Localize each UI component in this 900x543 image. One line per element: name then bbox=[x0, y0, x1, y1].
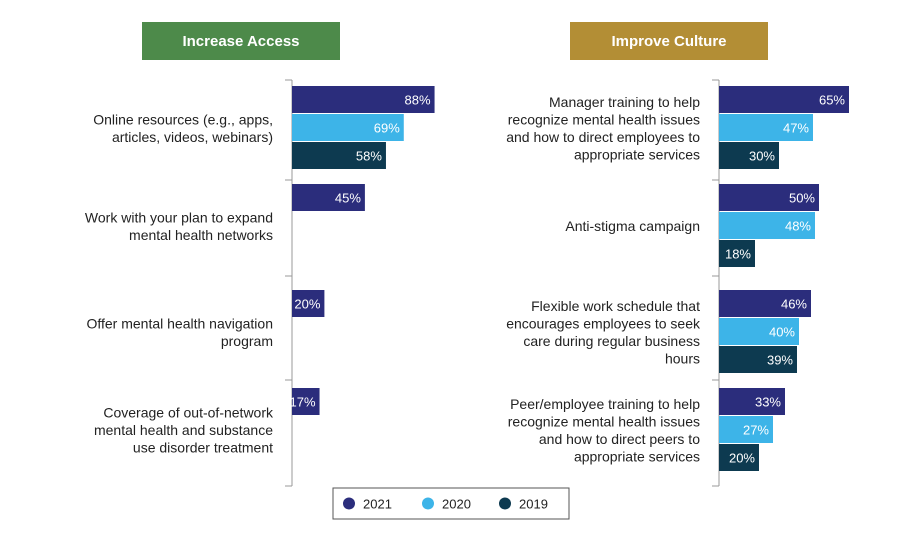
culture-bar-2021 bbox=[719, 184, 819, 211]
access-bar-2021 bbox=[292, 184, 365, 211]
improve-culture-header-box bbox=[570, 22, 768, 60]
culture-bar-value-label: 48% bbox=[785, 219, 811, 234]
culture-bar-value-label: 30% bbox=[749, 149, 775, 164]
culture-category-label: Flexible work schedule that bbox=[531, 298, 700, 314]
access-bar-value-label: 17% bbox=[290, 395, 316, 410]
legend-swatch-2019 bbox=[499, 497, 511, 510]
culture-bar-value-label: 50% bbox=[789, 191, 815, 206]
culture-category-label: and how to direct peers to bbox=[539, 431, 700, 447]
access-category-label: Coverage of out-of-network bbox=[103, 405, 274, 421]
access-bar-2021 bbox=[292, 290, 325, 317]
culture-bar-value-label: 39% bbox=[767, 353, 793, 368]
culture-category-label: Manager training to help bbox=[549, 94, 700, 110]
culture-bar-value-label: 40% bbox=[769, 325, 795, 340]
culture-bar-2020 bbox=[719, 114, 813, 141]
legend-box bbox=[332, 487, 570, 520]
access-category-label: Online resources (e.g., apps, bbox=[93, 111, 273, 127]
access-bar-2020 bbox=[292, 114, 404, 141]
legend-swatch-2021 bbox=[343, 497, 355, 510]
access-bar-2019 bbox=[292, 142, 386, 169]
culture-bar-2019 bbox=[719, 240, 755, 267]
culture-category-label: care during regular business bbox=[523, 333, 700, 349]
access-category-label: mental health and substance bbox=[94, 422, 273, 438]
culture-category-label: Peer/employee training to help bbox=[510, 396, 700, 412]
culture-bar-2019 bbox=[719, 346, 797, 373]
increase-access-header-box bbox=[142, 22, 340, 60]
culture-bar-value-label: 20% bbox=[729, 451, 755, 466]
access-bar-value-label: 20% bbox=[294, 297, 320, 312]
culture-category-label: encourages employees to seek bbox=[506, 315, 701, 331]
access-category-label: Offer mental health navigation bbox=[86, 315, 273, 331]
access-bar-value-label: 58% bbox=[356, 149, 382, 164]
culture-bar-value-label: 27% bbox=[743, 423, 769, 438]
culture-bar-value-label: 47% bbox=[783, 121, 809, 136]
access-bar-value-label: 69% bbox=[374, 121, 400, 136]
culture-bar-2019 bbox=[719, 444, 759, 471]
improve-culture-header-title: Improve Culture bbox=[611, 33, 726, 50]
culture-category-label: recognize mental health issues bbox=[508, 413, 700, 429]
legend-label-2019: 2019 bbox=[519, 497, 548, 512]
legend-swatch-2020 bbox=[422, 497, 434, 510]
culture-bar-value-label: 33% bbox=[755, 395, 781, 410]
access-category-label: use disorder treatment bbox=[133, 440, 273, 456]
culture-category-label: Anti-stigma campaign bbox=[565, 218, 700, 234]
culture-bar-2020 bbox=[719, 416, 773, 443]
culture-bar-2021 bbox=[719, 290, 811, 317]
legend-label-2021: 2021 bbox=[363, 497, 392, 512]
culture-bar-2021 bbox=[719, 388, 785, 415]
access-category-label: program bbox=[221, 333, 273, 349]
culture-category-label: hours bbox=[665, 350, 700, 366]
culture-category-label: appropriate services bbox=[574, 146, 700, 162]
culture-bar-2020 bbox=[719, 212, 815, 239]
access-category-label: articles, videos, webinars) bbox=[112, 129, 273, 145]
culture-bar-2019 bbox=[719, 142, 779, 169]
access-category-label: Work with your plan to expand bbox=[85, 209, 273, 225]
culture-bar-value-label: 65% bbox=[819, 93, 845, 108]
legend-label-2020: 2020 bbox=[442, 497, 471, 512]
culture-category-label: recognize mental health issues bbox=[508, 111, 700, 127]
culture-bar-2021 bbox=[719, 86, 849, 113]
increase-access-header-title: Increase Access bbox=[182, 33, 299, 50]
access-category-label: mental health networks bbox=[129, 227, 273, 243]
culture-bar-value-label: 18% bbox=[725, 247, 751, 262]
access-bar-value-label: 45% bbox=[335, 191, 361, 206]
culture-bar-value-label: 46% bbox=[781, 297, 807, 312]
access-bar-value-label: 88% bbox=[405, 93, 431, 108]
access-bar-2021 bbox=[292, 86, 435, 113]
culture-category-label: and how to direct employees to bbox=[506, 129, 700, 145]
culture-category-label: appropriate services bbox=[574, 448, 700, 464]
access-bar-2021 bbox=[292, 388, 320, 415]
culture-bar-2020 bbox=[719, 318, 799, 345]
